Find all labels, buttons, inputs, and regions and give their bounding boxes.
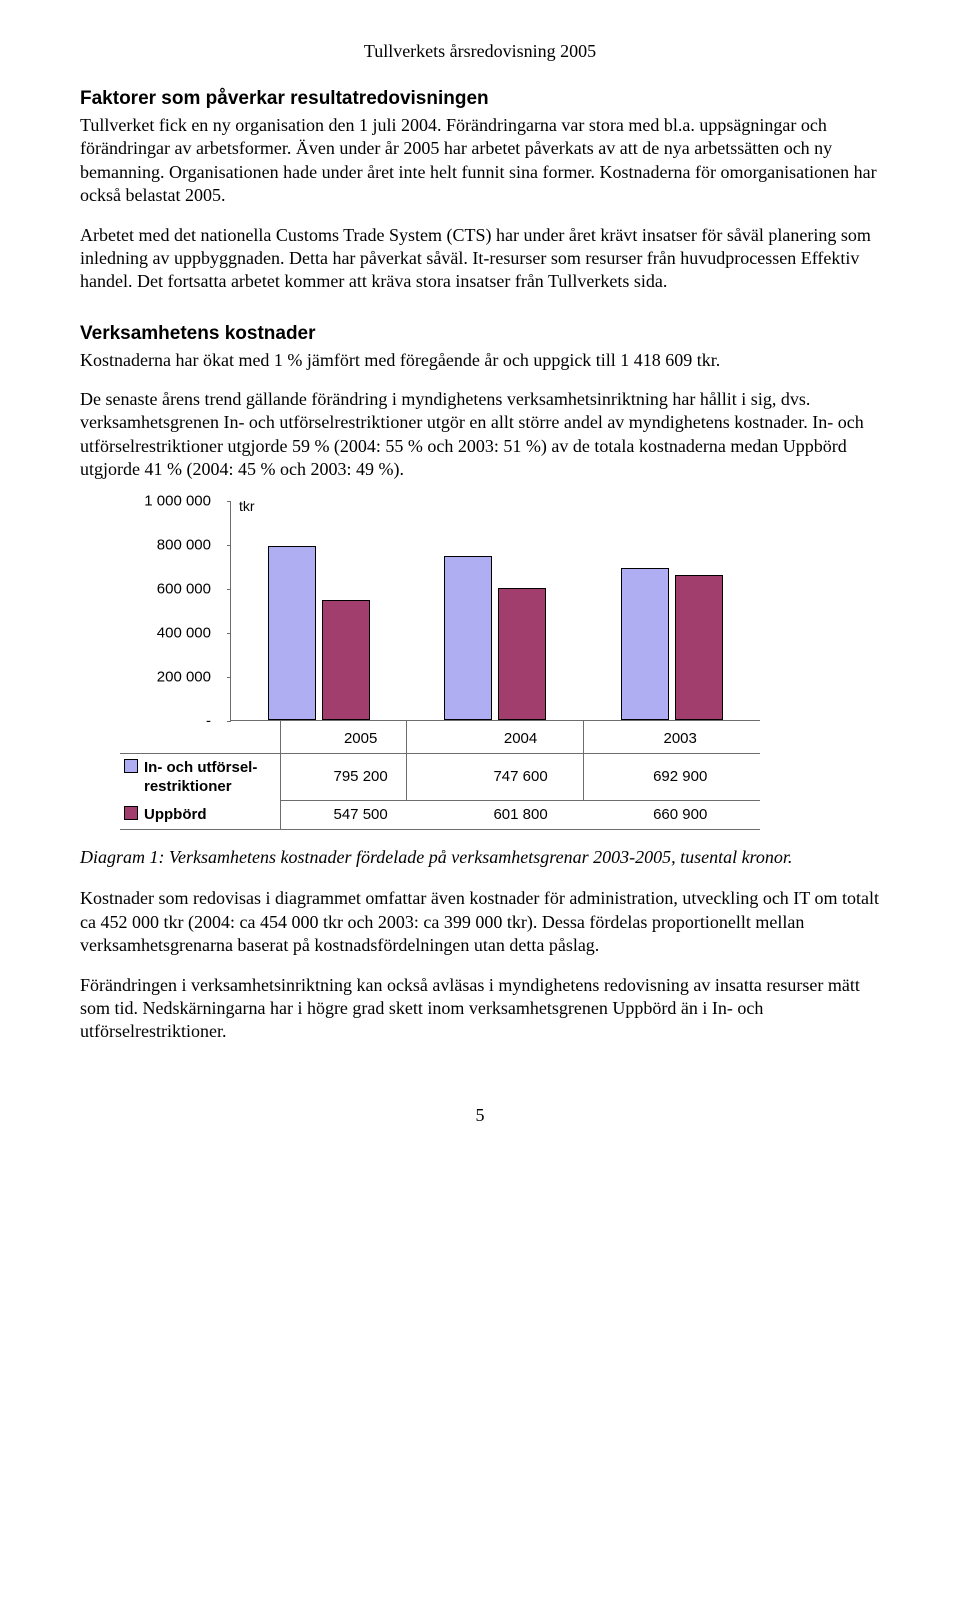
page-number: 5 <box>80 1104 880 1127</box>
data-cell: 547 500 <box>280 801 441 830</box>
legend-item-uppbord: Uppbörd <box>120 801 280 830</box>
table-corner <box>120 721 280 753</box>
chart-bar <box>322 600 370 720</box>
chart-bar-group <box>407 501 583 720</box>
data-cell: 747 600 <box>441 753 601 801</box>
data-cell: 692 900 <box>600 753 760 801</box>
legend-label: In- och utförsel- <box>144 759 257 776</box>
paragraph: De senaste årens trend gällande förändri… <box>80 388 880 482</box>
year-header: 2003 <box>600 721 760 753</box>
paragraph: Kostnader som redovisas i diagrammet omf… <box>80 887 880 957</box>
chart-caption: Diagram 1: Verksamhetens kostnader förde… <box>80 846 880 869</box>
y-tick-label: 400 000 <box>157 624 211 644</box>
heading-costs: Verksamhetens kostnader <box>80 322 880 347</box>
chart-data-table: 2005 2004 2003 In- och utförsel- restrik… <box>120 721 760 830</box>
data-cell: 660 900 <box>600 801 760 830</box>
heading-factors: Faktorer som påverkar resultatredovisnin… <box>80 87 880 112</box>
year-header: 2005 <box>280 721 441 753</box>
cost-chart: tkr 1 000 000800 000600 000400 000200 00… <box>120 501 760 830</box>
y-tick-label: 200 000 <box>157 668 211 688</box>
y-tick-label: 600 000 <box>157 580 211 600</box>
paragraph: Arbetet med det nationella Customs Trade… <box>80 224 880 294</box>
paragraph: Kostnaderna har ökat med 1 % jämfört med… <box>80 349 880 372</box>
y-tick-label: 1 000 000 <box>144 492 211 512</box>
chart-bars <box>231 501 760 720</box>
chart-bar <box>268 546 316 721</box>
legend-label: Uppbörd <box>144 806 206 823</box>
paragraph: Förändringen i verksamhetsinriktning kan… <box>80 974 880 1044</box>
y-tick-label: 800 000 <box>157 536 211 556</box>
chart-plot-area: tkr 1 000 000800 000600 000400 000200 00… <box>230 501 760 721</box>
chart-bar <box>444 556 492 720</box>
legend-swatch-icon <box>124 759 138 773</box>
legend-item-restrictions: In- och utförsel- restriktioner <box>120 753 280 801</box>
chart-bar-group <box>231 501 407 720</box>
chart-bar-group <box>584 501 760 720</box>
y-tick-label: - <box>206 712 211 732</box>
legend-swatch-icon <box>124 806 138 820</box>
chart-bar <box>675 575 723 720</box>
chart-y-axis: 1 000 000800 000600 000400 000200 000- <box>121 501 221 720</box>
year-header: 2004 <box>441 721 601 753</box>
data-cell: 795 200 <box>280 753 441 801</box>
legend-label: restriktioner <box>144 778 232 795</box>
document-title: Tullverkets årsredovisning 2005 <box>80 40 880 63</box>
data-cell: 601 800 <box>441 801 601 830</box>
paragraph: Tullverket fick en ny organisation den 1… <box>80 114 880 208</box>
chart-bar <box>498 588 546 720</box>
chart-bar <box>621 568 669 720</box>
